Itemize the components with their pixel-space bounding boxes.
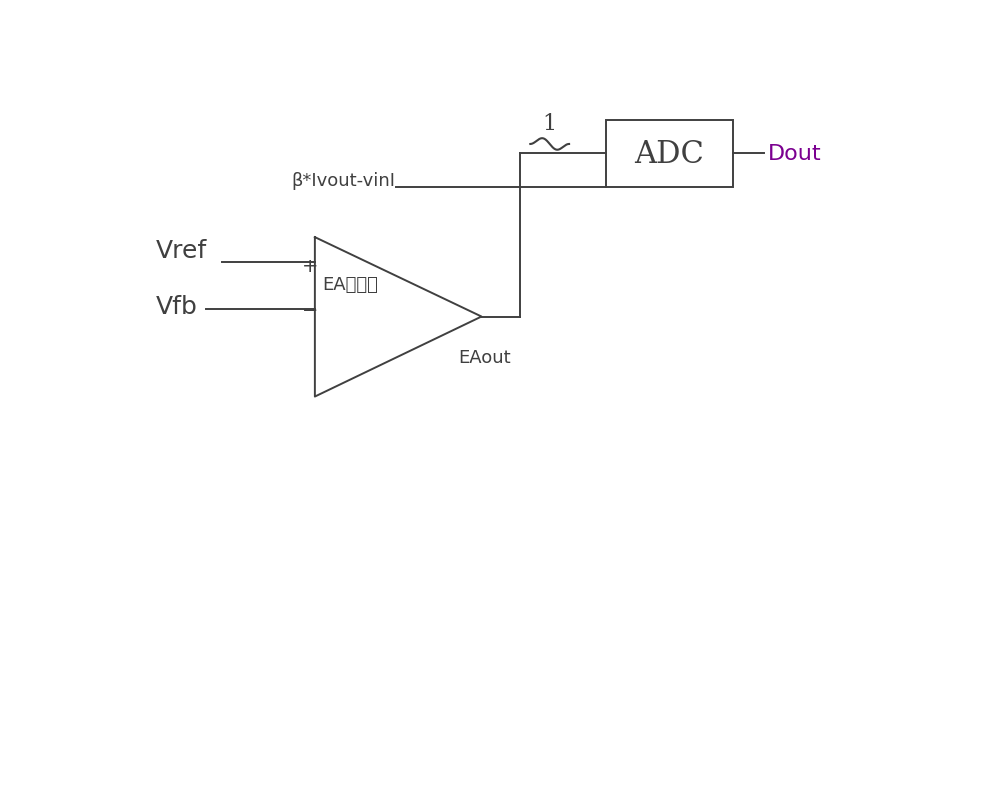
Text: Dout: Dout xyxy=(768,144,822,164)
Text: Vfb: Vfb xyxy=(156,294,198,319)
Text: ADC: ADC xyxy=(635,139,704,169)
Text: +: + xyxy=(302,256,318,276)
Text: EAout: EAout xyxy=(458,349,511,367)
Text: EA放大器: EA放大器 xyxy=(323,276,378,294)
Bar xyxy=(606,120,733,188)
Text: β*Ivout-vinI: β*Ivout-vinI xyxy=(292,172,396,190)
Text: Vref: Vref xyxy=(156,238,207,262)
Text: −: − xyxy=(302,300,318,319)
Text: 1: 1 xyxy=(543,113,557,135)
